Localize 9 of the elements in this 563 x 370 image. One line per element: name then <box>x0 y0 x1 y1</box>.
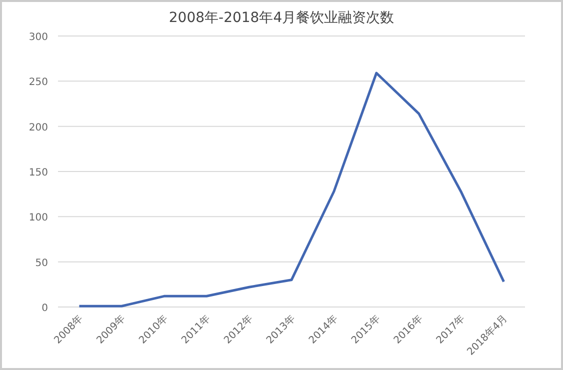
y-tick-label: 300 <box>28 32 48 43</box>
chart-title: 2008年-2018年4月餐饮业融资次数 <box>168 10 394 26</box>
y-tick-label: 50 <box>35 258 48 269</box>
y-tick-label: 200 <box>28 122 48 134</box>
y-tick-label: 0 <box>42 303 48 314</box>
y-tick-label: 150 <box>28 168 48 178</box>
y-tick-label: 250 <box>28 77 48 88</box>
y-tick-label: 100 <box>28 212 48 224</box>
line-series <box>78 72 506 308</box>
